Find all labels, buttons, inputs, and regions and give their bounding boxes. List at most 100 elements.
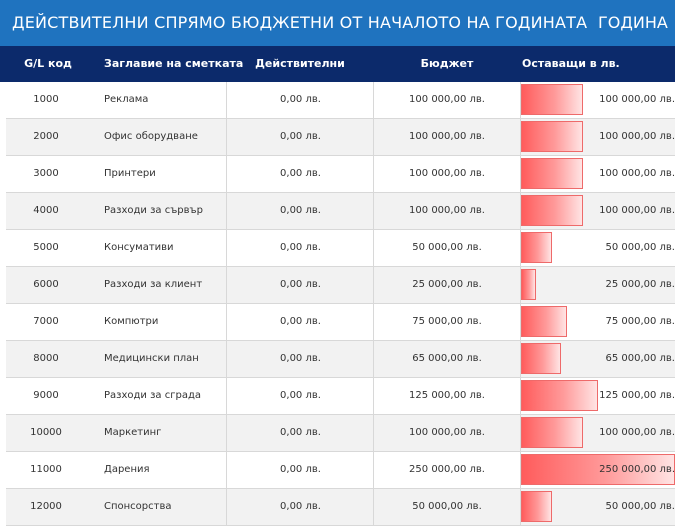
budget-amount-cell[interactable]: 250 000,00 лв. xyxy=(374,452,521,488)
remaining-data-bar xyxy=(521,491,552,522)
remaining-amount-label: 65 000,00 лв. xyxy=(605,353,675,364)
table-row[interactable]: 5000 Консумативи 0,00 лв. 50 000,00 лв. 50 0… xyxy=(6,230,675,267)
remaining-amount-label: 250 000,00 лв. xyxy=(599,464,675,475)
budget-amount-cell[interactable]: 75 000,00 лв. xyxy=(374,304,521,340)
gl-code-cell[interactable]: 10000 xyxy=(30,427,62,438)
account-name-cell[interactable]: Маркетинг xyxy=(104,415,227,451)
remaining-amount-label: 100 000,00 лв. xyxy=(599,131,675,142)
remaining-amount-label: 100 000,00 лв. xyxy=(599,205,675,216)
actual-amount-cell[interactable]: 0,00 лв. xyxy=(228,415,374,451)
actual-amount-cell[interactable]: 0,00 лв. xyxy=(228,82,374,118)
actual-amount-cell[interactable]: 0,00 лв. xyxy=(228,452,374,488)
table-row[interactable]: 10000 Маркетинг 0,00 лв. 100 000,00 лв. 100 … xyxy=(6,415,675,452)
account-name-cell[interactable]: Компютри xyxy=(104,304,227,340)
remaining-data-bar xyxy=(521,84,583,115)
remaining-cell[interactable]: 65 000,00 лв. xyxy=(521,341,675,377)
column-header-remaining[interactable]: Оставащи в лв. xyxy=(522,57,620,70)
remaining-cell[interactable]: 75 000,00 лв. xyxy=(521,304,675,340)
remaining-cell[interactable]: 25 000,00 лв. xyxy=(521,267,675,303)
gl-code-cell[interactable]: 9000 xyxy=(33,390,59,401)
remaining-data-bar xyxy=(521,380,598,411)
remaining-amount-label: 100 000,00 лв. xyxy=(599,427,675,438)
gl-code-cell[interactable]: 3000 xyxy=(33,168,59,179)
table-row[interactable]: 11000 Дарения 0,00 лв. 250 000,00 лв. 250 00… xyxy=(6,452,675,489)
remaining-cell[interactable]: 50 000,00 лв. xyxy=(521,230,675,266)
gl-code-cell[interactable]: 12000 xyxy=(30,501,62,512)
remaining-data-bar xyxy=(521,121,583,152)
gl-code-cell[interactable]: 5000 xyxy=(33,242,59,253)
remaining-cell[interactable]: 250 000,00 лв. xyxy=(521,452,675,488)
table-header: G/L код Заглавие на сметката Действителн… xyxy=(0,46,675,82)
actual-amount-cell[interactable]: 0,00 лв. xyxy=(228,119,374,155)
actual-amount-cell[interactable]: 0,00 лв. xyxy=(228,341,374,377)
remaining-amount-label: 100 000,00 лв. xyxy=(599,94,675,105)
account-name-cell[interactable]: Реклама xyxy=(104,82,227,118)
remaining-cell[interactable]: 100 000,00 лв. xyxy=(521,119,675,155)
budget-amount-cell[interactable]: 100 000,00 лв. xyxy=(374,193,521,229)
gl-code-cell[interactable]: 8000 xyxy=(33,353,59,364)
remaining-cell[interactable]: 100 000,00 лв. xyxy=(521,82,675,118)
column-header-code[interactable]: G/L код xyxy=(24,57,72,70)
column-header-name[interactable]: Заглавие на сметката xyxy=(104,57,244,70)
remaining-cell[interactable]: 125 000,00 лв. xyxy=(521,378,675,414)
column-header-actual[interactable]: Действителни xyxy=(255,57,345,70)
remaining-data-bar xyxy=(521,343,561,374)
remaining-data-bar xyxy=(521,417,583,448)
budget-amount-cell[interactable]: 65 000,00 лв. xyxy=(374,341,521,377)
actual-amount-cell[interactable]: 0,00 лв. xyxy=(228,489,374,525)
account-name-cell[interactable]: Принтери xyxy=(104,156,227,192)
budget-amount-cell[interactable]: 100 000,00 лв. xyxy=(374,415,521,451)
table-row[interactable]: 9000 Разходи за сграда 0,00 лв. 125 000,00 … xyxy=(6,378,675,415)
remaining-cell[interactable]: 100 000,00 лв. xyxy=(521,193,675,229)
actual-amount-cell[interactable]: 0,00 лв. xyxy=(228,378,374,414)
remaining-amount-label: 50 000,00 лв. xyxy=(605,242,675,253)
budget-amount-cell[interactable]: 125 000,00 лв. xyxy=(374,378,521,414)
column-header-budget[interactable]: Бюджет xyxy=(420,57,474,70)
account-name-cell[interactable]: Медицински план xyxy=(104,341,227,377)
account-name-cell[interactable]: Разходи за сграда xyxy=(104,378,227,414)
actual-amount-cell[interactable]: 0,00 лв. xyxy=(228,304,374,340)
actual-amount-cell[interactable]: 0,00 лв. xyxy=(228,193,374,229)
remaining-cell[interactable]: 100 000,00 лв. xyxy=(521,415,675,451)
remaining-amount-label: 125 000,00 лв. xyxy=(599,390,675,401)
budget-amount-cell[interactable]: 100 000,00 лв. xyxy=(374,119,521,155)
remaining-data-bar xyxy=(521,454,675,485)
budget-amount-cell[interactable]: 50 000,00 лв. xyxy=(374,489,521,525)
table-row[interactable]: 3000 Принтери 0,00 лв. 100 000,00 лв. 100 00… xyxy=(6,156,675,193)
gl-code-cell[interactable]: 11000 xyxy=(30,464,62,475)
table-row[interactable]: 1000 Реклама 0,00 лв. 100 000,00 лв. 100 000… xyxy=(6,82,675,119)
budget-amount-cell[interactable]: 25 000,00 лв. xyxy=(374,267,521,303)
table-row[interactable]: 6000 Разходи за клиент 0,00 лв. 25 000,00 л… xyxy=(6,267,675,304)
account-name-cell[interactable]: Спонсорства xyxy=(104,489,227,525)
table-row[interactable]: 8000 Медицински план 0,00 лв. 65 000,00 лв.… xyxy=(6,341,675,378)
account-name-cell[interactable]: Офис оборудване xyxy=(104,119,227,155)
account-name-cell[interactable]: Разходи за клиент xyxy=(104,267,227,303)
actual-amount-cell[interactable]: 0,00 лв. xyxy=(228,156,374,192)
table-row[interactable]: 7000 Компютри 0,00 лв. 75 000,00 лв. 75 000,… xyxy=(6,304,675,341)
budget-amount-cell[interactable]: 100 000,00 лв. xyxy=(374,82,521,118)
remaining-cell[interactable]: 50 000,00 лв. xyxy=(521,489,675,525)
table-row[interactable]: 4000 Разходи за сървър 0,00 лв. 100 000,00 … xyxy=(6,193,675,230)
account-name-cell[interactable]: Дарения xyxy=(104,452,227,488)
remaining-data-bar xyxy=(521,306,567,337)
table-row[interactable]: 12000 Спонсорства 0,00 лв. 50 000,00 лв. 50 … xyxy=(6,489,675,526)
remaining-amount-label: 100 000,00 лв. xyxy=(599,168,675,179)
gl-code-cell[interactable]: 7000 xyxy=(33,316,59,327)
remaining-data-bar xyxy=(521,195,583,226)
gl-code-cell[interactable]: 4000 xyxy=(33,205,59,216)
table-row[interactable]: 2000 Офис оборудване 0,00 лв. 100 000,00 лв… xyxy=(6,119,675,156)
remaining-amount-label: 25 000,00 лв. xyxy=(605,279,675,290)
account-name-cell[interactable]: Разходи за сървър xyxy=(104,193,227,229)
title-bar: ДЕЙСТВИТЕЛНИ СПРЯМО БЮДЖЕТНИ ОТ НАЧАЛОТО… xyxy=(0,0,675,46)
actual-amount-cell[interactable]: 0,00 лв. xyxy=(228,267,374,303)
gl-code-cell[interactable]: 1000 xyxy=(33,94,59,105)
budget-amount-cell[interactable]: 50 000,00 лв. xyxy=(374,230,521,266)
remaining-cell[interactable]: 100 000,00 лв. xyxy=(521,156,675,192)
budget-table-body: 1000 Реклама 0,00 лв. 100 000,00 лв. 100 000… xyxy=(6,82,675,526)
gl-code-cell[interactable]: 2000 xyxy=(33,131,59,142)
remaining-data-bar xyxy=(521,269,536,300)
actual-amount-cell[interactable]: 0,00 лв. xyxy=(228,230,374,266)
budget-amount-cell[interactable]: 100 000,00 лв. xyxy=(374,156,521,192)
gl-code-cell[interactable]: 6000 xyxy=(33,279,59,290)
account-name-cell[interactable]: Консумативи xyxy=(104,230,227,266)
